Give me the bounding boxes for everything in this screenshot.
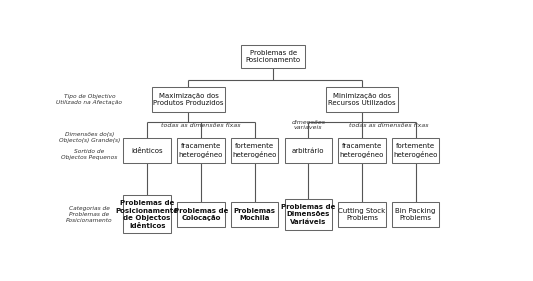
Text: idênticos: idênticos	[131, 148, 163, 153]
Text: Cutting Stock
Problems: Cutting Stock Problems	[338, 208, 385, 221]
Text: Problemas de
Colocação: Problemas de Colocação	[174, 208, 228, 221]
FancyBboxPatch shape	[285, 199, 332, 230]
FancyBboxPatch shape	[177, 202, 224, 227]
Text: Categorias de
Problemas de
Posicionamento: Categorias de Problemas de Posicionament…	[66, 206, 112, 223]
FancyBboxPatch shape	[152, 87, 224, 112]
FancyBboxPatch shape	[285, 138, 332, 163]
Text: Problemas
Mochila: Problemas Mochila	[233, 208, 276, 221]
Text: fracamente
heterogéneo: fracamente heterogéneo	[179, 143, 223, 158]
FancyBboxPatch shape	[231, 202, 278, 227]
Text: Problemas de
Posicionamento
de Objectos
Idênticos: Problemas de Posicionamento de Objectos …	[116, 200, 179, 229]
Text: fracamente
heterogéneo: fracamente heterogéneo	[340, 143, 384, 158]
FancyBboxPatch shape	[392, 202, 439, 227]
FancyBboxPatch shape	[124, 138, 171, 163]
Text: fortemente
heterogéneo: fortemente heterogéneo	[393, 143, 438, 158]
FancyBboxPatch shape	[124, 196, 171, 233]
FancyBboxPatch shape	[392, 138, 439, 163]
Text: Dimensões do(s)
Objecto(s) Grande(s): Dimensões do(s) Objecto(s) Grande(s)	[59, 132, 120, 143]
Text: fortemente
heterogéneo: fortemente heterogéneo	[232, 143, 277, 158]
Text: Tipo de Objectivo
Utilizado na Afectação: Tipo de Objectivo Utilizado na Afectação	[56, 94, 123, 105]
Text: dimensões
variaveis: dimensões variaveis	[291, 120, 325, 130]
Text: Minimização dos
Recursos Utilizados: Minimização dos Recursos Utilizados	[328, 93, 396, 106]
FancyBboxPatch shape	[177, 138, 224, 163]
Text: Maximização dos
Produtos Produzidos: Maximização dos Produtos Produzidos	[153, 93, 224, 106]
Text: Bin Packing
Problems: Bin Packing Problems	[395, 208, 436, 221]
Text: todas as dimensões fixas: todas as dimensões fixas	[161, 123, 240, 128]
FancyBboxPatch shape	[326, 87, 398, 112]
FancyBboxPatch shape	[231, 138, 278, 163]
Text: Sortido de
Objectos Pequenos: Sortido de Objectos Pequenos	[61, 149, 117, 160]
Text: Problemas de
Posicionamento: Problemas de Posicionamento	[246, 50, 301, 63]
Text: Problemas de
Dimensões
Variáveis: Problemas de Dimensões Variáveis	[281, 204, 335, 225]
FancyBboxPatch shape	[338, 202, 386, 227]
FancyBboxPatch shape	[338, 138, 386, 163]
Text: todas as dimensões fixas: todas as dimensões fixas	[349, 123, 429, 128]
Text: arbitrário: arbitrário	[292, 148, 325, 153]
FancyBboxPatch shape	[241, 45, 305, 68]
